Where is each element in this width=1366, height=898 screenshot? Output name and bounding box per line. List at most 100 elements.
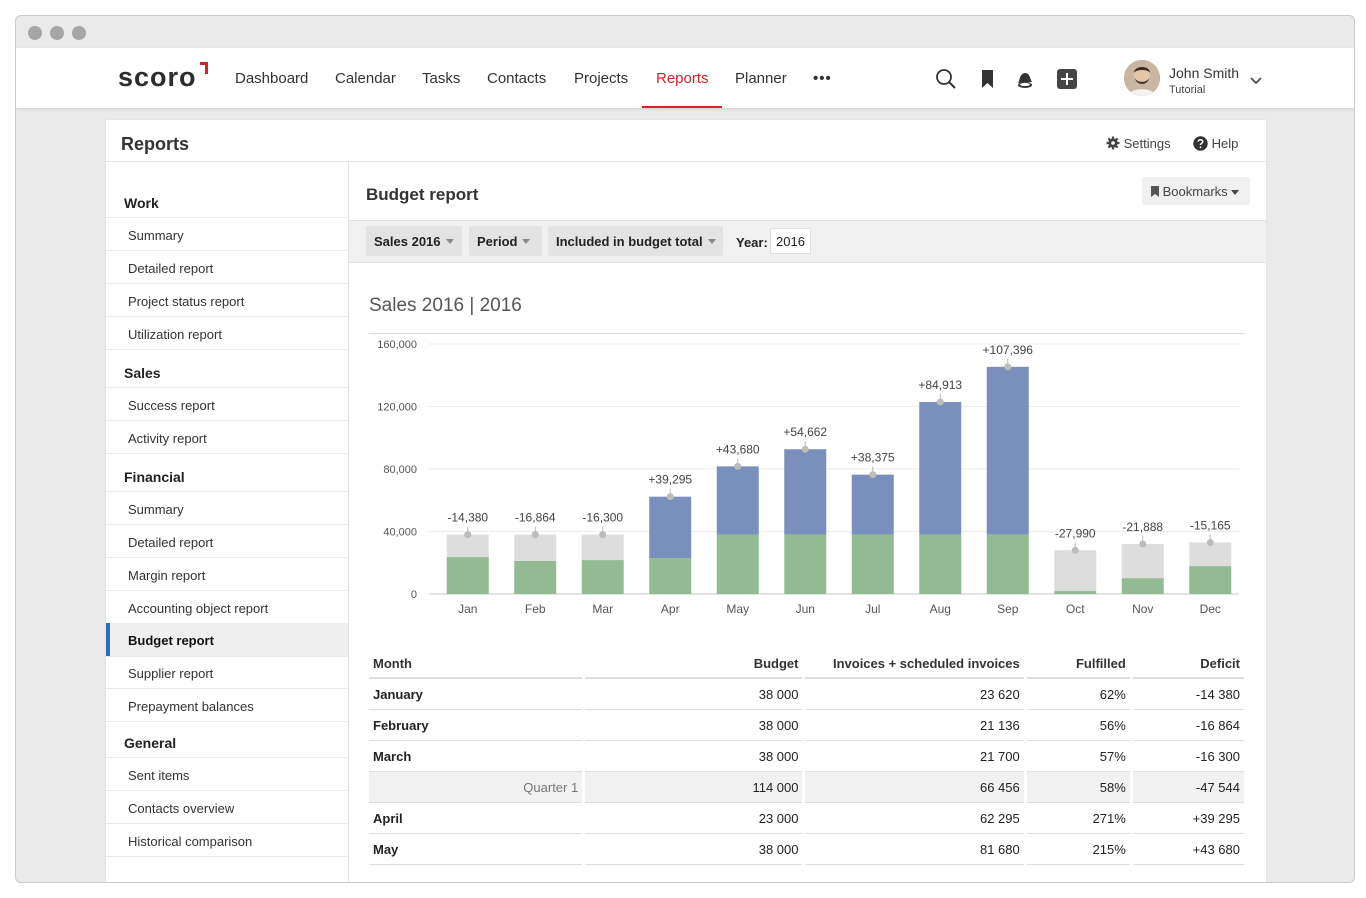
bar-actual-over-budget — [919, 401, 962, 535]
sidebar-divider — [106, 856, 348, 857]
data-label: -15,165 — [1190, 518, 1231, 532]
filter-sales-label: Sales 2016 — [374, 234, 441, 249]
nav-more-button[interactable]: ••• — [813, 70, 832, 87]
sidebar-item-success-report[interactable]: Success report — [128, 398, 215, 413]
sidebar-divider — [106, 491, 348, 492]
scoro-logo[interactable]: scoro — [118, 62, 197, 92]
sidebar-item-prepayment-balances[interactable]: Prepayment balances — [128, 699, 254, 714]
data-point-marker — [936, 398, 944, 406]
year-label: Year: — [736, 235, 768, 250]
sidebar-item-utilization-report[interactable]: Utilization report — [128, 327, 222, 342]
month-cell: Quarter 1 — [369, 772, 583, 803]
sidebar-item-work-summary[interactable]: Summary — [128, 228, 184, 243]
x-tick-label: Dec — [1200, 602, 1221, 616]
filter-sales-dropdown[interactable]: Sales 2016 — [366, 226, 462, 256]
chevron-down-icon[interactable] — [1250, 73, 1262, 88]
sidebar-item-financial-detailed-report[interactable]: Detailed report — [128, 535, 214, 550]
month-cell: March — [369, 741, 583, 772]
invoices-cell: 21 700 — [805, 741, 1024, 772]
sidebar-item-margin-report[interactable]: Margin report — [128, 568, 206, 583]
sidebar-item-contacts-overview[interactable]: Contacts overview — [128, 801, 235, 816]
user-avatar[interactable] — [1124, 60, 1160, 96]
budget-cell: 38 000 — [585, 679, 803, 710]
year-input[interactable]: 2016 — [770, 228, 811, 254]
report-title: Budget report — [366, 185, 479, 204]
bookmarks-dropdown[interactable]: Bookmarks — [1142, 177, 1250, 205]
budget-cell: 38 000 — [585, 741, 803, 772]
settings-label: Settings — [1123, 136, 1171, 151]
nav-reports[interactable]: Reports — [656, 70, 709, 87]
bar-fulfilled — [851, 534, 894, 594]
bar-fulfilled — [1054, 590, 1097, 594]
filter-period-dropdown[interactable]: Period — [469, 226, 542, 256]
column-header-fulfilled[interactable]: Fulfilled — [1026, 649, 1130, 679]
fulfilled-cell: 271% — [1026, 803, 1130, 834]
bar-fulfilled — [716, 534, 759, 594]
sidebar-item-project-status-report[interactable]: Project status report — [128, 294, 245, 309]
caret-down-icon — [707, 239, 716, 244]
sidebar-item-supplier-report[interactable]: Supplier report — [128, 666, 214, 681]
column-header-month[interactable]: Month — [369, 649, 583, 679]
window-zoom-dot[interactable] — [72, 26, 86, 40]
budget-cell: 38 000 — [585, 710, 803, 741]
data-label: -16,300 — [582, 511, 623, 525]
column-header-invoices[interactable]: Invoices + scheduled invoices — [805, 649, 1024, 679]
sidebar-group-financial: Financial — [124, 469, 185, 485]
filter-period-label: Period — [477, 234, 518, 249]
nav-planner[interactable]: Planner — [735, 70, 787, 87]
table-header-row: Month Budget Invoices + scheduled invoic… — [369, 649, 1244, 679]
column-header-deficit[interactable]: Deficit — [1132, 649, 1244, 679]
deficit-cell: -47 544 — [1132, 772, 1244, 803]
sidebar-divider — [106, 557, 348, 558]
bookmarks-label: Bookmarks — [1162, 184, 1228, 199]
data-point-marker — [1071, 546, 1079, 554]
search-icon[interactable] — [935, 68, 957, 90]
sidebar-item-activity-report[interactable]: Activity report — [128, 431, 207, 446]
sidebar-divider — [106, 283, 348, 284]
help-button[interactable]: Help — [1193, 136, 1238, 151]
column-header-budget[interactable]: Budget — [585, 649, 803, 679]
window-close-dot[interactable] — [28, 26, 42, 40]
bookmark-icon — [1151, 186, 1159, 197]
data-point-marker — [531, 531, 539, 539]
sidebar-divider — [106, 316, 348, 317]
budget-cell: 38 000 — [585, 834, 803, 865]
sidebar-divider — [106, 217, 348, 218]
settings-button[interactable]: Settings — [1106, 136, 1171, 151]
user-subtitle: Tutorial — [1169, 84, 1206, 96]
sidebar-item-work-detailed-report[interactable]: Detailed report — [128, 261, 214, 276]
bookmark-icon[interactable] — [977, 68, 999, 90]
filter-included-dropdown[interactable]: Included in budget total — [548, 226, 723, 256]
invoices-cell: 62 295 — [805, 803, 1024, 834]
sidebar-divider — [106, 590, 348, 591]
bar-actual-over-budget — [649, 496, 692, 559]
data-point-marker — [599, 531, 607, 539]
nav-contacts[interactable]: Contacts — [487, 70, 547, 87]
bar-fulfilled — [1121, 578, 1164, 594]
y-tick-label: 40,000 — [383, 527, 417, 539]
sidebar-item-budget-report[interactable]: Budget report — [106, 623, 348, 656]
nav-calendar[interactable]: Calendar — [335, 70, 396, 87]
sidebar-item-financial-summary[interactable]: Summary — [128, 502, 184, 517]
user-name[interactable]: John Smith — [1169, 65, 1240, 81]
fulfilled-cell: 62% — [1026, 679, 1130, 710]
notifications-bell-icon[interactable] — [1014, 68, 1036, 90]
data-point-marker — [801, 445, 809, 453]
add-new-icon[interactable] — [1056, 68, 1078, 90]
x-tick-label: Aug — [930, 602, 951, 616]
nav-dashboard[interactable]: Dashboard — [235, 70, 309, 87]
sidebar-item-sent-items[interactable]: Sent items — [128, 768, 190, 783]
month-cell: January — [369, 679, 583, 710]
sidebar-item-accounting-object-report[interactable]: Accounting object report — [128, 601, 269, 616]
sidebar-divider — [106, 250, 348, 251]
nav-projects[interactable]: Projects — [574, 70, 629, 87]
nav-active-indicator — [642, 106, 722, 108]
sidebar-item-historical-comparison[interactable]: Historical comparison — [128, 834, 253, 849]
data-label: -14,380 — [447, 511, 488, 525]
month-cell: May — [369, 834, 583, 865]
window-minimize-dot[interactable] — [50, 26, 64, 40]
bar-deficit — [1189, 542, 1232, 567]
x-tick-label: May — [726, 602, 749, 616]
nav-tasks[interactable]: Tasks — [422, 70, 461, 87]
bar-actual-over-budget — [784, 449, 827, 535]
